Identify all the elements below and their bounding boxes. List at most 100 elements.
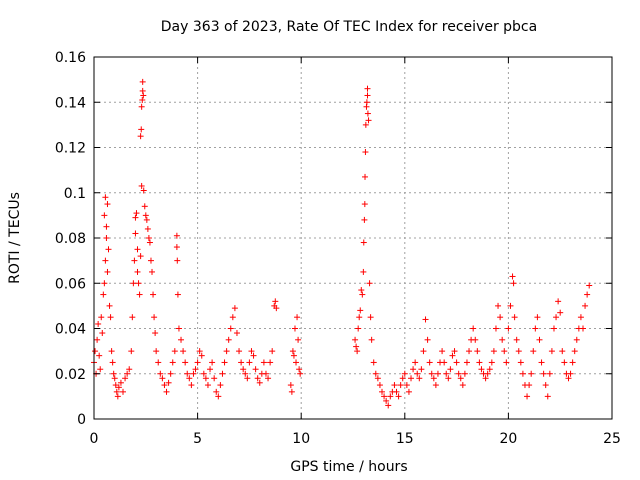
data-point <box>295 336 302 343</box>
data-point <box>209 359 216 366</box>
data-point <box>227 325 234 332</box>
data-point <box>291 325 298 332</box>
data-point <box>104 201 111 208</box>
data-point <box>499 336 506 343</box>
x-axis-label: GPS time / hours <box>290 459 407 475</box>
data-point <box>194 359 201 366</box>
data-point <box>534 314 541 321</box>
data-point <box>109 359 116 366</box>
data-point <box>96 352 103 359</box>
y-tick-label: 0.06 <box>55 276 86 292</box>
data-point <box>432 382 439 389</box>
data-point <box>356 314 363 321</box>
data-point <box>110 370 117 377</box>
data-point <box>395 393 402 400</box>
data-point <box>289 348 296 355</box>
data-point <box>138 103 145 110</box>
data-point <box>416 375 423 382</box>
data-point <box>120 388 127 395</box>
data-point <box>130 280 137 287</box>
data-point <box>367 314 374 321</box>
data-point <box>565 375 572 382</box>
data-point <box>95 320 102 327</box>
data-point <box>461 370 468 377</box>
data-point <box>447 366 454 373</box>
x-tick-label: 15 <box>396 431 414 447</box>
data-point <box>355 325 362 332</box>
data-point <box>188 382 195 389</box>
data-point <box>363 99 370 106</box>
data-point <box>368 336 375 343</box>
data-point <box>573 336 580 343</box>
data-point <box>495 302 502 309</box>
y-tick-label: 0 <box>77 412 86 428</box>
x-tick-label: 0 <box>90 431 99 447</box>
data-point <box>353 343 360 350</box>
data-point <box>260 359 267 366</box>
data-point <box>530 348 537 355</box>
data-point <box>557 309 564 316</box>
data-point <box>207 366 214 373</box>
data-point <box>256 379 263 386</box>
data-point <box>507 302 514 309</box>
data-point <box>354 348 361 355</box>
data-point <box>470 325 477 332</box>
data-point <box>553 314 560 321</box>
data-point <box>503 359 510 366</box>
data-point <box>478 366 485 373</box>
data-point <box>126 366 133 373</box>
data-point <box>376 382 383 389</box>
data-point <box>546 370 553 377</box>
data-point <box>584 291 591 298</box>
data-point <box>379 388 386 395</box>
data-point <box>387 393 394 400</box>
data-point <box>223 348 230 355</box>
data-point <box>149 268 156 275</box>
data-point <box>112 382 119 389</box>
data-point <box>296 366 303 373</box>
data-point <box>466 348 473 355</box>
data-point <box>140 187 147 194</box>
data-point <box>586 282 593 289</box>
data-point <box>453 359 460 366</box>
data-point <box>505 325 512 332</box>
data-point <box>426 359 433 366</box>
data-point <box>248 348 255 355</box>
data-point <box>165 379 172 386</box>
data-point <box>144 225 151 232</box>
data-point <box>219 370 226 377</box>
data-point <box>361 201 368 208</box>
data-point <box>357 307 364 314</box>
data-point <box>163 388 170 395</box>
data-point <box>167 370 174 377</box>
data-point <box>101 212 108 219</box>
data-point <box>269 348 276 355</box>
data-point <box>213 388 220 395</box>
data-point <box>361 216 368 223</box>
data-point <box>204 382 211 389</box>
data-point <box>544 393 551 400</box>
data-point <box>231 305 238 312</box>
data-point <box>455 370 462 377</box>
data-point <box>169 359 176 366</box>
data-point <box>358 287 365 294</box>
data-point <box>538 359 545 366</box>
data-point <box>412 359 419 366</box>
data-point <box>106 302 113 309</box>
data-point <box>215 393 222 400</box>
data-point <box>482 375 489 382</box>
data-point <box>155 359 162 366</box>
data-point <box>513 336 520 343</box>
data-point <box>103 235 110 241</box>
data-point <box>161 382 168 389</box>
data-point <box>124 370 131 377</box>
data-point <box>102 194 109 201</box>
data-point <box>428 370 435 377</box>
data-point <box>151 314 158 321</box>
data-point <box>246 359 253 366</box>
data-point <box>141 203 148 210</box>
data-point <box>561 359 568 366</box>
axis-ticks <box>93 56 613 420</box>
data-point <box>372 370 379 377</box>
